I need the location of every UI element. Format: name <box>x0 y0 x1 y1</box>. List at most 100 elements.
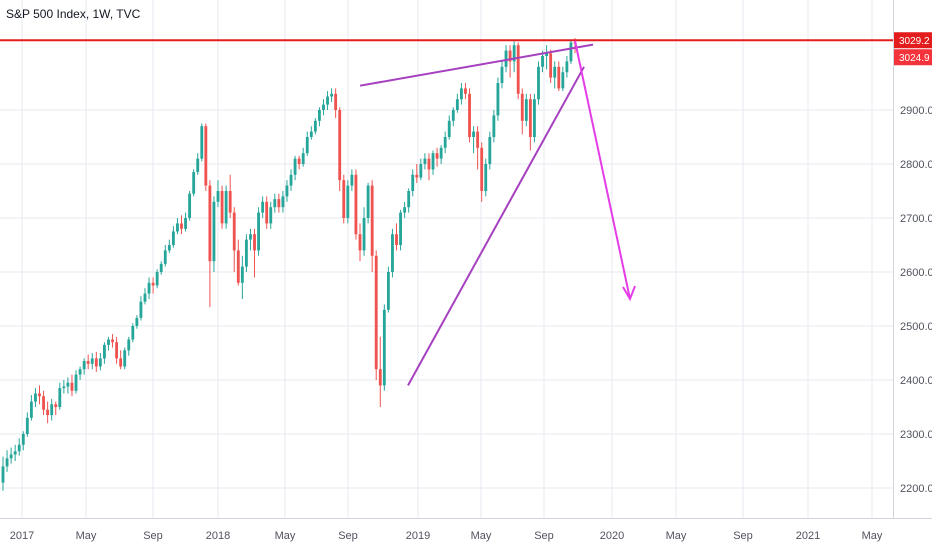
lower-trendline[interactable] <box>407 66 585 386</box>
candle <box>184 212 187 232</box>
candle-body <box>309 131 313 137</box>
candle-body <box>516 45 520 94</box>
candle-body <box>358 234 362 251</box>
candle-body <box>155 272 159 286</box>
candle <box>500 61 504 89</box>
x-tick-label: May <box>471 530 492 542</box>
candle <box>354 169 358 240</box>
candle-body <box>407 191 411 208</box>
candle <box>212 196 216 272</box>
candle-body <box>228 191 232 213</box>
candle-body <box>492 115 496 137</box>
candle <box>382 304 386 391</box>
y-tick-label: 2600.0 <box>900 267 932 279</box>
candle-body <box>318 110 321 121</box>
candle-body <box>488 137 492 164</box>
upper-trendline[interactable] <box>359 43 594 87</box>
candle <box>269 201 273 229</box>
candle-body <box>143 293 147 302</box>
downward-arrow[interactable] <box>574 40 631 300</box>
candle <box>289 169 293 191</box>
candle-body <box>167 245 171 251</box>
candle <box>358 223 362 262</box>
candle <box>119 350 123 370</box>
candle-body <box>512 45 516 62</box>
candle-body <box>249 234 252 240</box>
y-tick-label: 2300.0 <box>900 429 932 441</box>
candle <box>370 180 374 272</box>
candle-body <box>313 120 317 132</box>
candle-body <box>200 126 204 159</box>
candle <box>273 193 277 213</box>
candle-body <box>350 174 354 186</box>
candle-body <box>338 110 342 181</box>
price-badge-last-text: 3024.9 <box>899 53 930 64</box>
candle <box>135 315 139 329</box>
candle-body <box>98 358 102 367</box>
candle-body <box>107 339 110 345</box>
candle-body <box>261 201 265 213</box>
candle-body <box>13 451 17 455</box>
candle-body <box>459 88 463 100</box>
grid-layer <box>0 0 893 518</box>
candle-body <box>443 137 447 148</box>
candle-body <box>127 339 131 351</box>
candle <box>58 382 62 410</box>
candle <box>419 158 423 181</box>
candle <box>204 123 208 191</box>
candle <box>176 218 179 235</box>
x-tick-label: Sep <box>733 530 753 542</box>
candle <box>488 131 492 170</box>
candle-body <box>342 180 346 218</box>
candle-body <box>151 282 155 286</box>
candle <box>468 88 471 143</box>
candle <box>326 91 329 110</box>
candle-body <box>293 158 297 175</box>
candle <box>318 107 321 127</box>
candle <box>5 450 9 472</box>
chart-title: S&P 500 Index, 1W, TVC <box>6 7 141 21</box>
candle <box>66 377 70 394</box>
candle <box>476 126 480 170</box>
candle-body <box>484 164 488 191</box>
candle <box>261 196 265 218</box>
candle-body <box>240 266 244 283</box>
candle <box>208 180 212 308</box>
candle <box>232 207 236 272</box>
candle <box>151 277 155 294</box>
candle-body <box>415 174 419 178</box>
candle <box>508 45 512 78</box>
price-badge-level-text: 3029.2 <box>899 36 930 47</box>
drawings-layer <box>0 39 893 386</box>
candle <box>549 49 553 83</box>
candle-body <box>212 201 216 262</box>
candle-body <box>447 120 451 137</box>
candle-body <box>386 272 390 310</box>
candle-body <box>34 393 37 402</box>
candle-body <box>549 53 553 78</box>
candle-body <box>163 250 167 264</box>
candle <box>553 61 557 89</box>
candle <box>338 107 342 191</box>
candle <box>50 398 54 421</box>
candle-body <box>188 193 192 218</box>
candle <box>34 388 37 407</box>
candle <box>9 447 13 464</box>
price-badge-last <box>894 49 932 66</box>
candle <box>297 155 301 170</box>
y-tick-label: 2400.0 <box>900 375 932 387</box>
candle-body <box>62 386 66 389</box>
time-axis[interactable]: 2017 May Sep 2018 May Sep 2019 May Sep 2020 May Sep… <box>10 530 883 542</box>
candle <box>188 191 192 221</box>
candle <box>163 245 167 267</box>
candle-body <box>427 158 431 170</box>
candle <box>313 118 317 135</box>
price-axis[interactable]: 2200.0 2300.0 2400.0 2500.0 2600.0 2700.0 2800… <box>900 105 932 495</box>
candle-body <box>236 250 240 283</box>
candle-body <box>301 153 305 164</box>
candle <box>569 39 573 65</box>
candle-body <box>439 147 443 159</box>
candle-body <box>472 131 476 137</box>
x-tick-label: May <box>76 530 97 542</box>
